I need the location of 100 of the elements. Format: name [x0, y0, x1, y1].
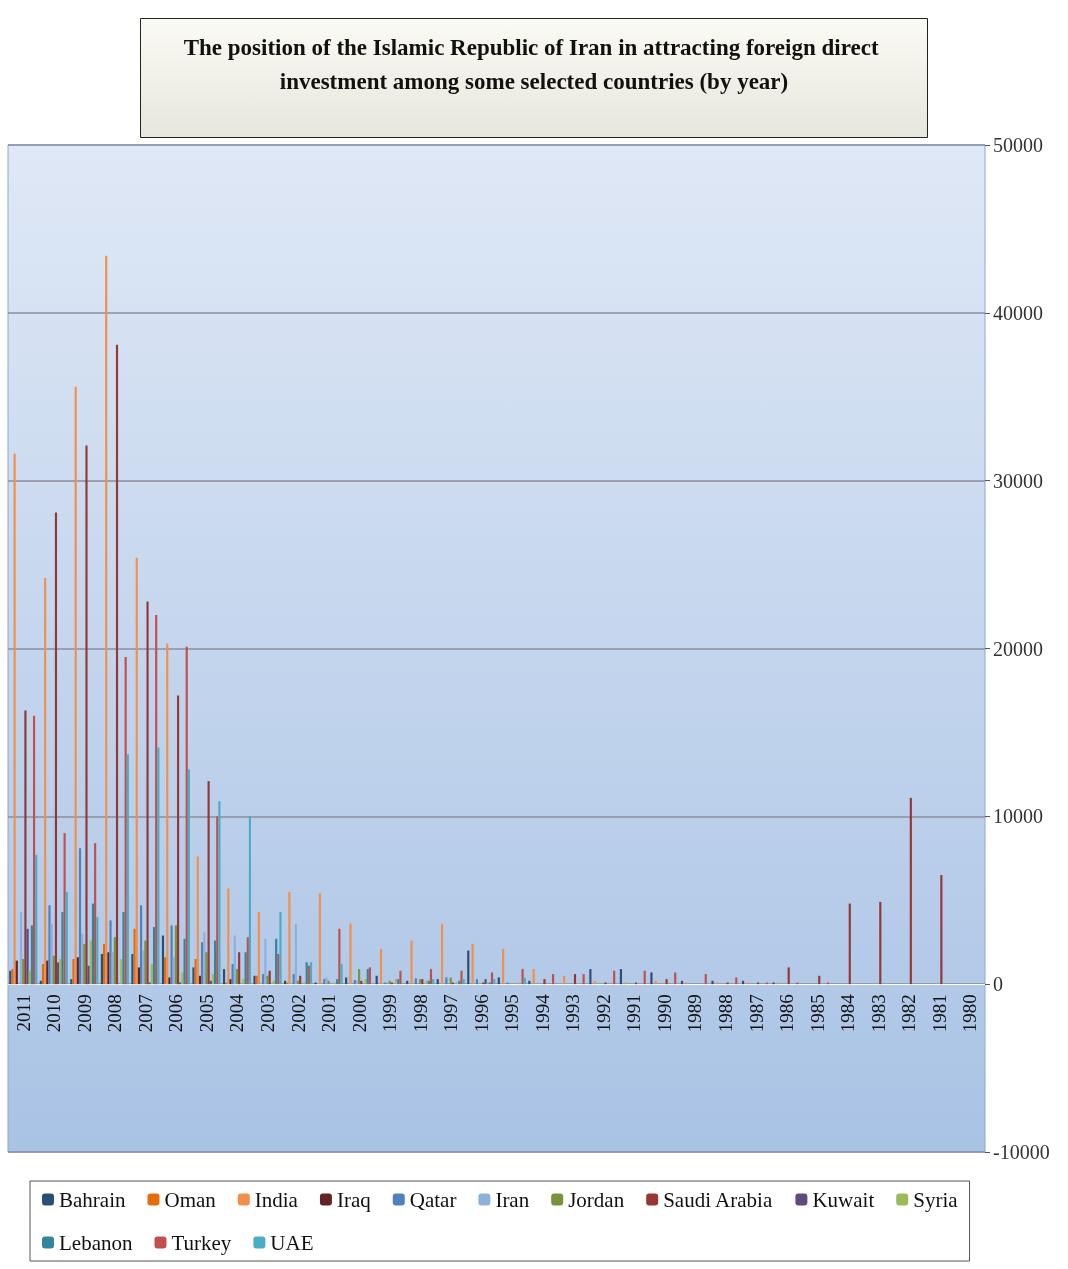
bar [502, 948, 505, 985]
bar [161, 935, 165, 985]
x-tick-label: 1992 [592, 994, 614, 1033]
bar [735, 977, 738, 985]
bar [410, 940, 413, 985]
bar [54, 512, 58, 985]
bar [111, 952, 114, 985]
bar [246, 937, 249, 985]
bar [358, 969, 361, 985]
legend-label: Saudi Arabia [663, 1187, 773, 1212]
bar [268, 970, 271, 985]
bar [229, 979, 232, 985]
x-tick-label: 1984 [837, 993, 859, 1033]
bar [46, 960, 49, 985]
legend-label: Oman [164, 1187, 217, 1212]
legend-label: Qatar [409, 1187, 457, 1212]
bar [194, 958, 197, 985]
y-tick-label: 30000 [993, 469, 1043, 492]
bar [87, 965, 90, 985]
x-tick-label: 1993 [562, 994, 584, 1033]
bar [573, 974, 577, 985]
x-tick-label: 2010 [43, 994, 65, 1033]
bar [552, 974, 555, 985]
bar [96, 917, 99, 985]
bar [41, 964, 45, 985]
bar [462, 979, 465, 985]
x-tick-label: 2004 [226, 993, 248, 1033]
bar [13, 453, 16, 985]
bar [248, 816, 252, 985]
x-tick-label: 1999 [379, 994, 401, 1033]
bar [445, 977, 448, 985]
bar [15, 960, 18, 985]
legend-label: UAE [270, 1230, 314, 1255]
bar [619, 969, 623, 985]
bar [152, 927, 156, 985]
x-tick-label: 1981 [928, 994, 950, 1033]
bar [294, 923, 297, 985]
legend-label: Jordan [568, 1187, 625, 1212]
bar [449, 977, 452, 985]
bar [216, 816, 219, 985]
bar [107, 952, 110, 985]
bar [113, 937, 116, 985]
y-tick-label: 10000 [993, 805, 1043, 828]
bar [48, 905, 51, 985]
x-tick-label: 1994 [531, 993, 553, 1033]
bar [521, 969, 524, 985]
y-tick-label: 50000 [993, 134, 1043, 156]
bar [142, 950, 145, 985]
bar [475, 979, 478, 985]
bar [222, 969, 226, 985]
bar [157, 747, 160, 985]
legend-label: Syria [913, 1187, 959, 1212]
bar [91, 903, 95, 985]
bar [318, 893, 322, 985]
bar [44, 578, 47, 985]
bar [65, 891, 68, 985]
x-tick-label: 1997 [440, 994, 462, 1033]
x-tick-label: 1995 [501, 994, 523, 1033]
bar [235, 969, 239, 985]
bar [102, 943, 106, 985]
bar [257, 912, 260, 985]
bar [89, 940, 92, 985]
bar [120, 958, 123, 985]
bar [72, 958, 75, 985]
bar [848, 903, 851, 985]
bar [292, 974, 295, 985]
bar [135, 557, 138, 985]
bar [493, 979, 496, 985]
bar [24, 710, 27, 985]
bar [172, 957, 175, 985]
bar [131, 953, 134, 985]
bar [50, 923, 53, 985]
bar [711, 980, 714, 985]
bar [105, 255, 108, 985]
bar [81, 933, 84, 985]
bar [264, 938, 267, 985]
bar [379, 948, 383, 985]
bar [490, 972, 494, 985]
x-tick-label: 1982 [898, 994, 920, 1033]
bar [940, 875, 943, 985]
y-tick-label: -10000 [993, 1141, 1050, 1163]
bar [70, 979, 73, 985]
bar [181, 972, 184, 985]
x-tick-label: 1985 [806, 994, 828, 1033]
bar [164, 957, 167, 985]
x-tick-label: 1998 [409, 994, 431, 1033]
bar [497, 977, 500, 985]
bar [205, 952, 208, 985]
x-tick-label: 2003 [257, 994, 279, 1033]
bar [201, 942, 204, 985]
bar [28, 970, 31, 985]
x-tick-label: 2001 [318, 994, 340, 1033]
bar [364, 979, 367, 985]
y-tick-label: 20000 [993, 637, 1043, 660]
x-tick-label: 2002 [287, 994, 309, 1033]
bar [133, 928, 136, 985]
bar [460, 970, 463, 985]
x-tick-label: 2011 [12, 994, 34, 1032]
bar [532, 969, 535, 985]
bar [207, 781, 210, 985]
